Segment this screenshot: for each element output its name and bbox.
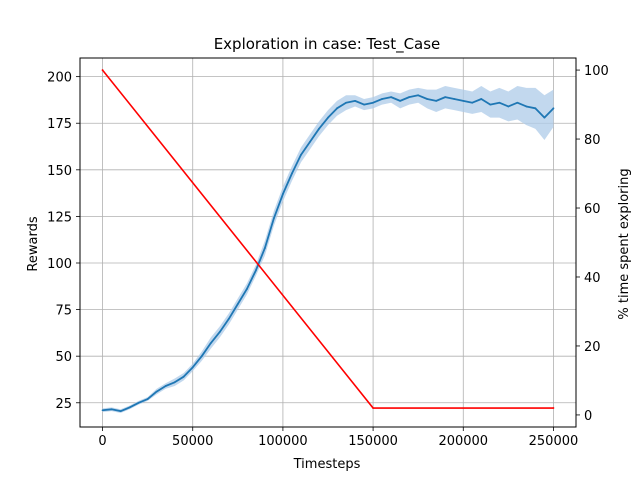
exploring-point [552, 407, 555, 409]
rewards-point [137, 401, 140, 404]
rewards-point [498, 101, 501, 104]
y2-tick-label: 100 [584, 64, 609, 79]
x-tick-label: 100000 [258, 434, 308, 449]
y-tick-label: 100 [47, 257, 72, 272]
rewards-point [263, 247, 266, 249]
rewards-point [525, 105, 528, 108]
rewards-point [218, 331, 221, 333]
y-tick-label: 25 [55, 397, 72, 412]
rewards-point [236, 303, 239, 305]
rewards-point [480, 98, 483, 100]
rewards-point [354, 99, 356, 102]
rewards-point [453, 98, 456, 100]
y2-tick-label: 20 [584, 340, 601, 355]
rewards-point [318, 127, 320, 130]
rewards-point [164, 385, 167, 387]
rewards-point [435, 99, 438, 102]
rewards-point [444, 96, 447, 99]
rewards-point [507, 105, 510, 108]
rewards-point [462, 99, 465, 102]
y-tick-label: 175 [47, 117, 72, 132]
rewards-point [119, 410, 122, 413]
rewards-point [227, 318, 230, 320]
rewards-point [534, 107, 537, 110]
rewards-point [426, 98, 429, 100]
rewards-point [327, 116, 329, 119]
y-tick-label: 125 [47, 210, 72, 225]
rewards-point [191, 366, 194, 369]
series-lines [101, 69, 555, 413]
rewards-point [291, 172, 293, 175]
x-axis-label: Timesteps [293, 457, 361, 472]
rewards-confidence-band [102, 85, 554, 414]
rewards-point [254, 269, 257, 272]
exploring-point [372, 407, 374, 409]
rewards-point [336, 107, 338, 110]
rewards-point [173, 381, 176, 384]
x-tick-label: 250000 [529, 434, 579, 449]
y2-tick-label: 40 [584, 271, 601, 286]
x-tick-label: 150000 [348, 434, 398, 449]
x-tick-label: 200000 [438, 434, 488, 449]
y2-axis-label: % time spent exploring [617, 168, 632, 319]
axis-ticks: 0 50000 100000 150000 200000 250000 25 50 75 100 1… [47, 64, 609, 449]
rewards-point [200, 355, 203, 358]
y-tick-label: 150 [47, 164, 72, 179]
rewards-point [345, 101, 347, 104]
x-tick-label: 50000 [172, 434, 213, 449]
exploring-point [101, 69, 104, 71]
rewards-point [155, 390, 158, 393]
rewards-point [516, 101, 519, 104]
rewards-point [408, 96, 411, 99]
rewards-point [489, 103, 492, 106]
plot-frame [79, 57, 577, 428]
rewards-point [471, 101, 474, 104]
rewards-point [282, 193, 284, 195]
rewards-point [543, 116, 546, 119]
y-tick-label: 200 [47, 71, 72, 86]
rewards-point [417, 94, 420, 97]
y-axis-label: Rewards [26, 216, 41, 271]
rewards-point [128, 406, 131, 409]
rewards-point [372, 101, 374, 104]
rewards-point [146, 398, 149, 400]
rewards-point [381, 98, 384, 100]
x-tick-label: 0 [98, 434, 106, 449]
rewards-point [110, 408, 113, 411]
rewards-point [101, 409, 104, 412]
y2-tick-label: 60 [584, 202, 601, 217]
rewards-band [102, 85, 554, 414]
rewards-point [182, 375, 185, 378]
y2-tick-label: 80 [584, 133, 601, 148]
chart-title: Exploration in case: Test_Case [214, 35, 441, 54]
rewards-point [363, 103, 365, 106]
rewards-point [390, 96, 393, 99]
y2-tick-label: 0 [584, 409, 592, 424]
rewards-point [272, 217, 275, 220]
rewards-point [552, 107, 555, 110]
rewards-point [300, 154, 302, 156]
rewards-point [245, 288, 248, 290]
rewards-point [209, 342, 212, 345]
y-tick-label: 75 [55, 304, 72, 319]
rewards-point [399, 99, 402, 102]
y-tick-label: 50 [55, 350, 72, 365]
rewards-line [102, 94, 555, 413]
rewards-point [309, 140, 311, 143]
